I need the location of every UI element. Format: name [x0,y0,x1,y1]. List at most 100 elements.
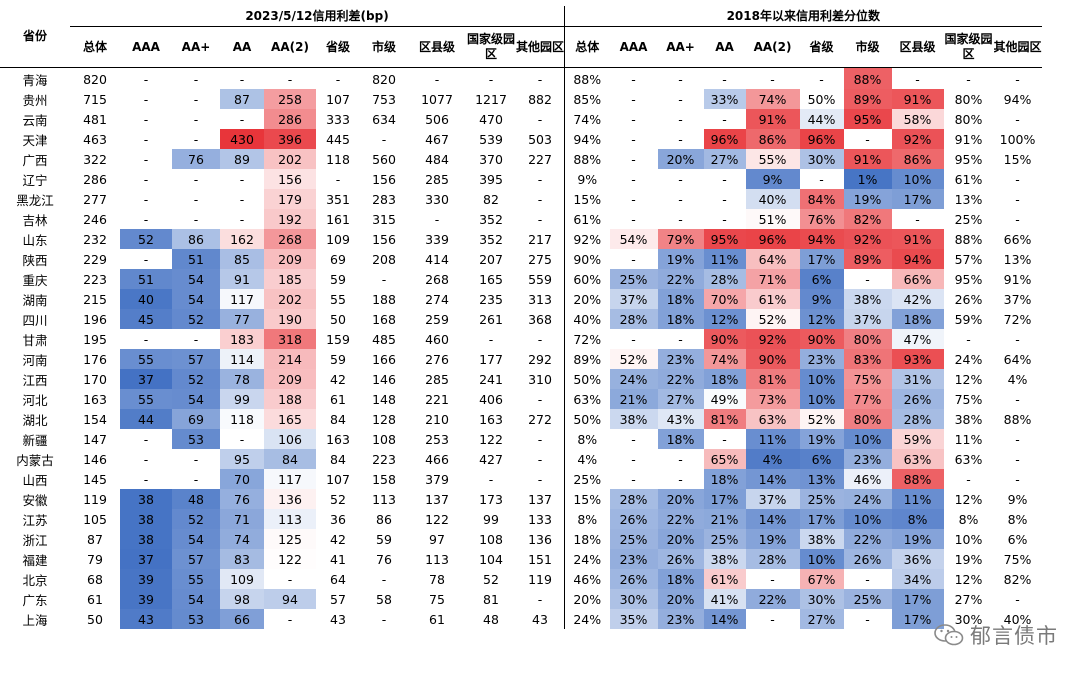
quantile-cell: 38% [799,529,844,549]
quantile-cell: 17% [799,249,844,269]
spread-cell: 156 [264,169,316,189]
spread-cell: 41 [330,551,346,567]
quantile-cell: 88% [564,149,610,169]
spread-cell: - [239,431,245,447]
spread-cell: 276 [425,351,449,367]
spread-cell: - [193,451,199,467]
quantile-cell: 23% [843,449,892,469]
spread-cell: 52 [172,369,220,389]
spread-cell: 109 [326,231,350,247]
spread-cell: 99 [483,511,499,527]
quantile-col-header: 国家级园区 [943,26,994,68]
spread-cell: 61 [429,611,445,627]
quantile-cell: - [631,251,636,267]
quantile-cell: 6% [799,449,844,469]
spread-cell: 52 [330,491,346,507]
spread-cell: - [434,71,440,87]
spread-cell: 45 [120,309,172,329]
spread-cell: 89 [220,149,264,169]
spread-cell: 467 [425,131,449,147]
province-cell: 江苏 [22,512,48,528]
quantile-cell: 10% [799,389,844,409]
quantile-cell: - [865,571,870,587]
spread-cell: 108 [372,431,396,447]
quantile-cell: 11% [703,249,746,269]
spread-cell: 156 [372,171,396,187]
spread-cell: - [143,191,149,207]
spread-cell: - [488,331,494,347]
quantile-cell: 22% [657,369,704,389]
spread-cell: 43 [330,611,346,627]
spread-cell: 107 [326,91,350,107]
spread-cell: 188 [372,291,396,307]
quantile-cell: 63% [954,451,983,467]
quantile-cell: 91% [891,229,944,249]
quantile-cell: 88% [954,231,983,247]
province-cell: 天津 [22,132,48,148]
spread-col-header: AA+ [172,26,220,68]
quantile-cell: 52% [799,409,844,429]
spread-cell: 61 [330,391,346,407]
quantile-cell: 84% [799,189,844,209]
spread-cell: 52 [172,509,220,529]
spread-cell: 177 [479,351,503,367]
spread-cell: 274 [425,291,449,307]
spread-cell: 146 [83,451,107,467]
quantile-cell: - [966,471,971,487]
quantile-cell: - [678,191,683,207]
spread-cell: 48 [172,489,220,509]
spread-cell: - [143,151,149,167]
quantile-cell: 94% [1003,91,1032,107]
quantile-cell: 20% [657,149,704,169]
quantile-cell: 22% [745,589,800,609]
quantile-cell: 60% [564,269,610,289]
spread-cell: 76 [172,149,220,169]
quantile-cell: 42% [891,289,944,309]
spread-cell: - [381,611,387,627]
quantile-cell: 13% [1003,251,1032,267]
quantile-cell: 19% [799,429,844,449]
spread-cell: 75 [429,591,445,607]
quantile-cell: - [678,91,683,107]
quantile-cell: 50% [564,369,610,389]
table-row: 天津 463 - - 430 396 445 - 467 539 503 94% - - 96% 86% 96%… [0,129,1042,149]
quantile-cell: 76% [799,209,844,229]
spread-cell: - [193,471,199,487]
spread-cell: 209 [264,369,316,389]
spread-cell: - [143,211,149,227]
quantile-cell: 26% [843,549,892,569]
spread-cell: 51 [172,249,220,269]
spread-cell: 715 [83,91,107,107]
table-row: 甘肃 195- -183 318 159 485 460- -72% - -90% 92% 90% 80… [0,329,1042,349]
spread-cell: 272 [528,411,552,427]
quantile-cell: 77% [843,389,892,409]
spread-cell: - [537,451,543,467]
quantile-cell: 50% [799,89,844,109]
quantile-cell: - [1015,591,1020,607]
table-row: 山西 145 - - 70 117 107 158 379 - - 25% - - 18% 14% 13% 46%… [0,469,1042,489]
quantile-cell: 57% [954,251,983,267]
spread-cell: 113 [425,551,449,567]
spread-cell: 196 [83,311,107,327]
quantile-cell: 86% [891,149,944,169]
spread-cell: 54 [172,289,220,309]
province-cell: 广东 [22,592,48,608]
spread-cell: 52 [172,309,220,329]
province-cell: 上海 [22,612,48,628]
spread-cell: 97 [429,531,445,547]
quantile-cell: 64% [1003,351,1032,367]
quantile-cell: 90% [703,329,746,349]
spread-cell: - [143,71,149,87]
spread-cell: 68 [87,571,103,587]
spread-cell: 118 [326,151,350,167]
quantile-cell: 89% [843,249,892,269]
quantile-cell: - [1015,451,1020,467]
spread-cell: 820 [372,71,396,87]
quantile-cell: 38% [703,549,746,569]
province-cell: 北京 [22,572,48,588]
spread-cell: 50 [87,611,103,627]
quantile-cell: 9% [564,169,610,189]
spread-cell: 50 [330,311,346,327]
spread-cell: 53 [172,429,220,449]
spread-cell: 463 [83,131,107,147]
